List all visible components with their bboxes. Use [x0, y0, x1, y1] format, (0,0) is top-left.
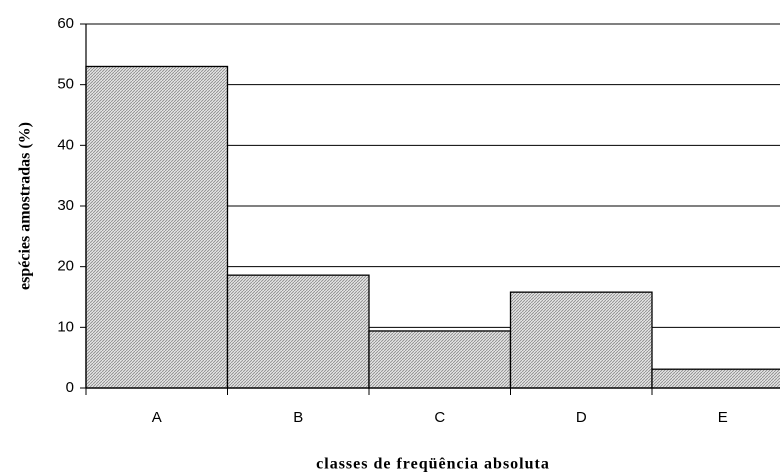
bar [509, 291, 653, 389]
y-tick-label: 20 [57, 258, 74, 275]
bar [85, 65, 229, 389]
y-tick-label: 60 [57, 15, 74, 32]
x-tick-label: C [434, 409, 445, 426]
x-tick-label: A [152, 409, 162, 426]
x-tick-label: B [293, 409, 303, 426]
bar [651, 368, 780, 389]
y-tick-label: 0 [66, 379, 74, 396]
y-tick-label: 50 [57, 76, 74, 93]
y-tick-label: 40 [57, 136, 74, 153]
y-axis-title: espécies amostradas (%) [17, 122, 34, 290]
x-tick-label: D [576, 409, 587, 426]
bar [226, 274, 370, 389]
x-tick-label: E [718, 409, 728, 426]
y-tick-label: 30 [57, 197, 74, 214]
bar [368, 330, 512, 389]
y-tick-label: 10 [57, 318, 74, 335]
x-axis-title: classes de freqüência absoluta [316, 456, 550, 473]
